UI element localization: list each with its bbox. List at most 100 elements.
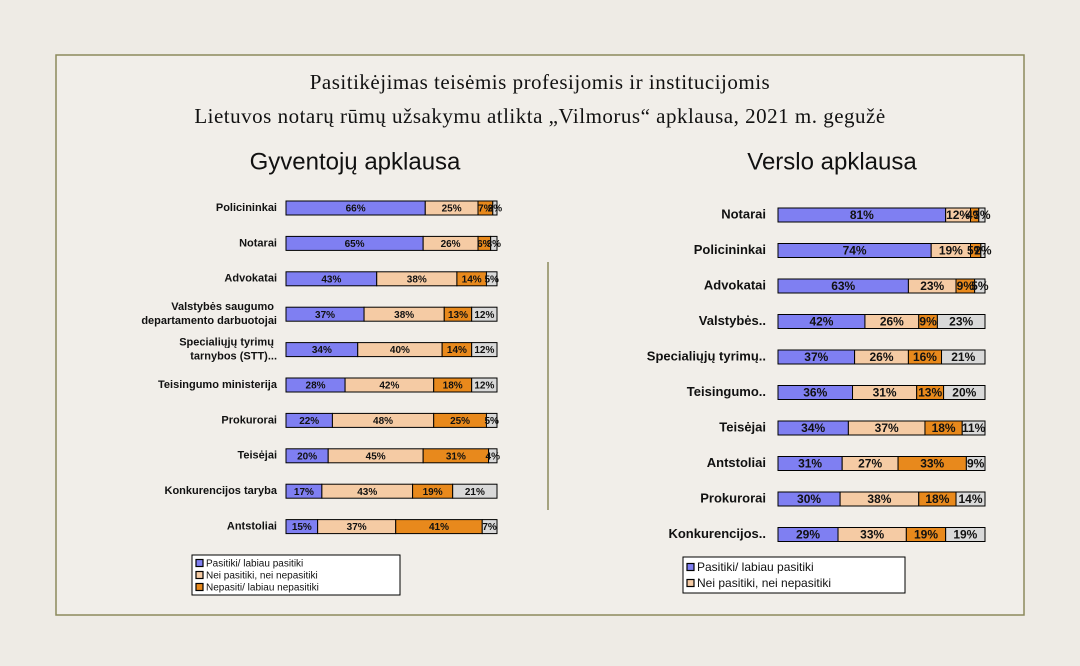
- data-label: 14%: [462, 274, 482, 285]
- category-label: Specialiųjų tyrimų..: [647, 348, 766, 363]
- category-label-line: Specialiųjų tyrimų: [179, 337, 277, 349]
- category-label: Notarai: [721, 206, 766, 221]
- legend-swatch: [195, 582, 204, 592]
- data-label: 9%: [919, 315, 937, 329]
- data-label: 33%: [920, 457, 944, 471]
- data-label: 12%: [474, 381, 494, 392]
- category-label: Konkurencijos..: [668, 526, 766, 541]
- category-label-line: Valstybės saugumo: [171, 301, 277, 313]
- category-label: Antstoliai: [707, 455, 766, 470]
- category-label: Policininkai: [694, 242, 766, 257]
- legend-label: Pasitiki/ labiau pasitiki: [206, 559, 303, 570]
- bar-segment: [485, 271, 498, 287]
- data-label: 22%: [299, 416, 319, 427]
- data-label: 45%: [366, 451, 386, 462]
- bar-segment: [945, 527, 986, 542]
- data-label: 2%: [974, 244, 992, 258]
- data-label: 17%: [294, 487, 314, 498]
- data-label: 20%: [297, 451, 317, 462]
- bar-segment: [481, 519, 498, 535]
- data-label: 26%: [441, 239, 461, 250]
- data-label: 7%: [482, 522, 497, 533]
- data-label: 23%: [920, 279, 944, 293]
- data-label: 28%: [306, 381, 326, 392]
- data-label: 81%: [850, 208, 874, 222]
- legend-label: Nei pasitiki, nei nepasitiki: [206, 571, 318, 582]
- category-label: Antstoliai: [227, 521, 277, 533]
- legend-label: Pasitiki/ labiau pasitiki: [697, 560, 814, 574]
- data-label: 21%: [465, 487, 485, 498]
- data-label: 13%: [918, 386, 942, 400]
- legend-label: Nei pasitiki, nei nepasitiki: [697, 576, 831, 590]
- legend-swatch: [195, 558, 204, 568]
- data-label: 19%: [939, 244, 963, 258]
- bar-segment: [978, 207, 986, 223]
- data-label: 66%: [346, 204, 366, 215]
- data-label: 18%: [932, 421, 956, 435]
- data-label: 7%: [478, 204, 493, 215]
- category-label: Teisingumo ministerija: [158, 379, 278, 391]
- data-label: 5%: [484, 416, 499, 427]
- data-label: 37%: [347, 522, 367, 533]
- data-label: 63%: [831, 279, 855, 293]
- data-label: 19%: [914, 528, 938, 542]
- category-label: Valstybės saugumo departamento darbuotoj…: [141, 301, 277, 327]
- legend-swatch: [686, 562, 695, 572]
- bar-segment: [488, 448, 498, 464]
- data-label: 13%: [448, 310, 468, 321]
- slide-title: Pasitikėjimas teisėmis profesijomis ir i…: [310, 70, 770, 94]
- data-label: 15%: [292, 522, 312, 533]
- data-label: 21%: [951, 350, 975, 364]
- category-label: Teisingumo..: [687, 384, 766, 399]
- data-label: 3%: [973, 208, 991, 222]
- slide-title: Lietuvos notarų rūmų užsakymu atlikta „V…: [194, 104, 885, 128]
- category-label-line: departamento darbuotojai: [141, 315, 277, 327]
- data-label: 37%: [804, 350, 828, 364]
- data-label: 31%: [446, 451, 466, 462]
- category-label: Teisėjai: [719, 419, 766, 434]
- data-label: 12%: [946, 208, 970, 222]
- data-label: 33%: [860, 528, 884, 542]
- data-label: 43%: [321, 274, 341, 285]
- bar-segment: [471, 306, 498, 322]
- data-label: 14%: [447, 345, 467, 356]
- data-label: 6%: [477, 239, 492, 250]
- category-label: Valstybės..: [699, 313, 766, 328]
- category-label: Prokurorai: [221, 414, 277, 426]
- data-label: 9%: [967, 457, 985, 471]
- data-label: 38%: [867, 492, 891, 506]
- data-label: 31%: [798, 457, 822, 471]
- chart-title: Gyventojų apklausa: [250, 148, 461, 175]
- data-label: 26%: [869, 350, 893, 364]
- data-label: 4%: [486, 451, 501, 462]
- bar-segment: [980, 243, 986, 258]
- data-label: 25%: [450, 416, 470, 427]
- data-label: 5%: [484, 274, 499, 285]
- category-label: Prokurorai: [700, 490, 766, 505]
- data-label: 14%: [958, 492, 982, 506]
- data-label: 38%: [407, 274, 427, 285]
- data-label: 12%: [474, 310, 494, 321]
- bar-segment: [492, 200, 498, 216]
- category-label: Specialiųjų tyrimų tarnybos (STT)...: [179, 337, 277, 363]
- data-label: 48%: [373, 416, 393, 427]
- data-label: 19%: [953, 528, 977, 542]
- data-label: 42%: [809, 315, 833, 329]
- data-label: 2%: [488, 204, 503, 215]
- category-label: Konkurencijos taryba: [165, 485, 278, 497]
- legend-swatch: [686, 578, 695, 588]
- bar-segment: [485, 412, 498, 428]
- data-label: 23%: [949, 315, 973, 329]
- category-label-line: tarnybos (STT)...: [190, 351, 277, 363]
- data-label: 5%: [967, 244, 985, 258]
- data-label: 11%: [962, 421, 986, 435]
- bar-segment: [943, 385, 986, 400]
- data-label: 40%: [390, 345, 410, 356]
- data-label: 41%: [429, 522, 449, 533]
- data-label: 43%: [357, 487, 377, 498]
- bar-segment: [955, 491, 986, 507]
- frame: [55, 54, 1025, 616]
- data-label: 36%: [803, 386, 827, 400]
